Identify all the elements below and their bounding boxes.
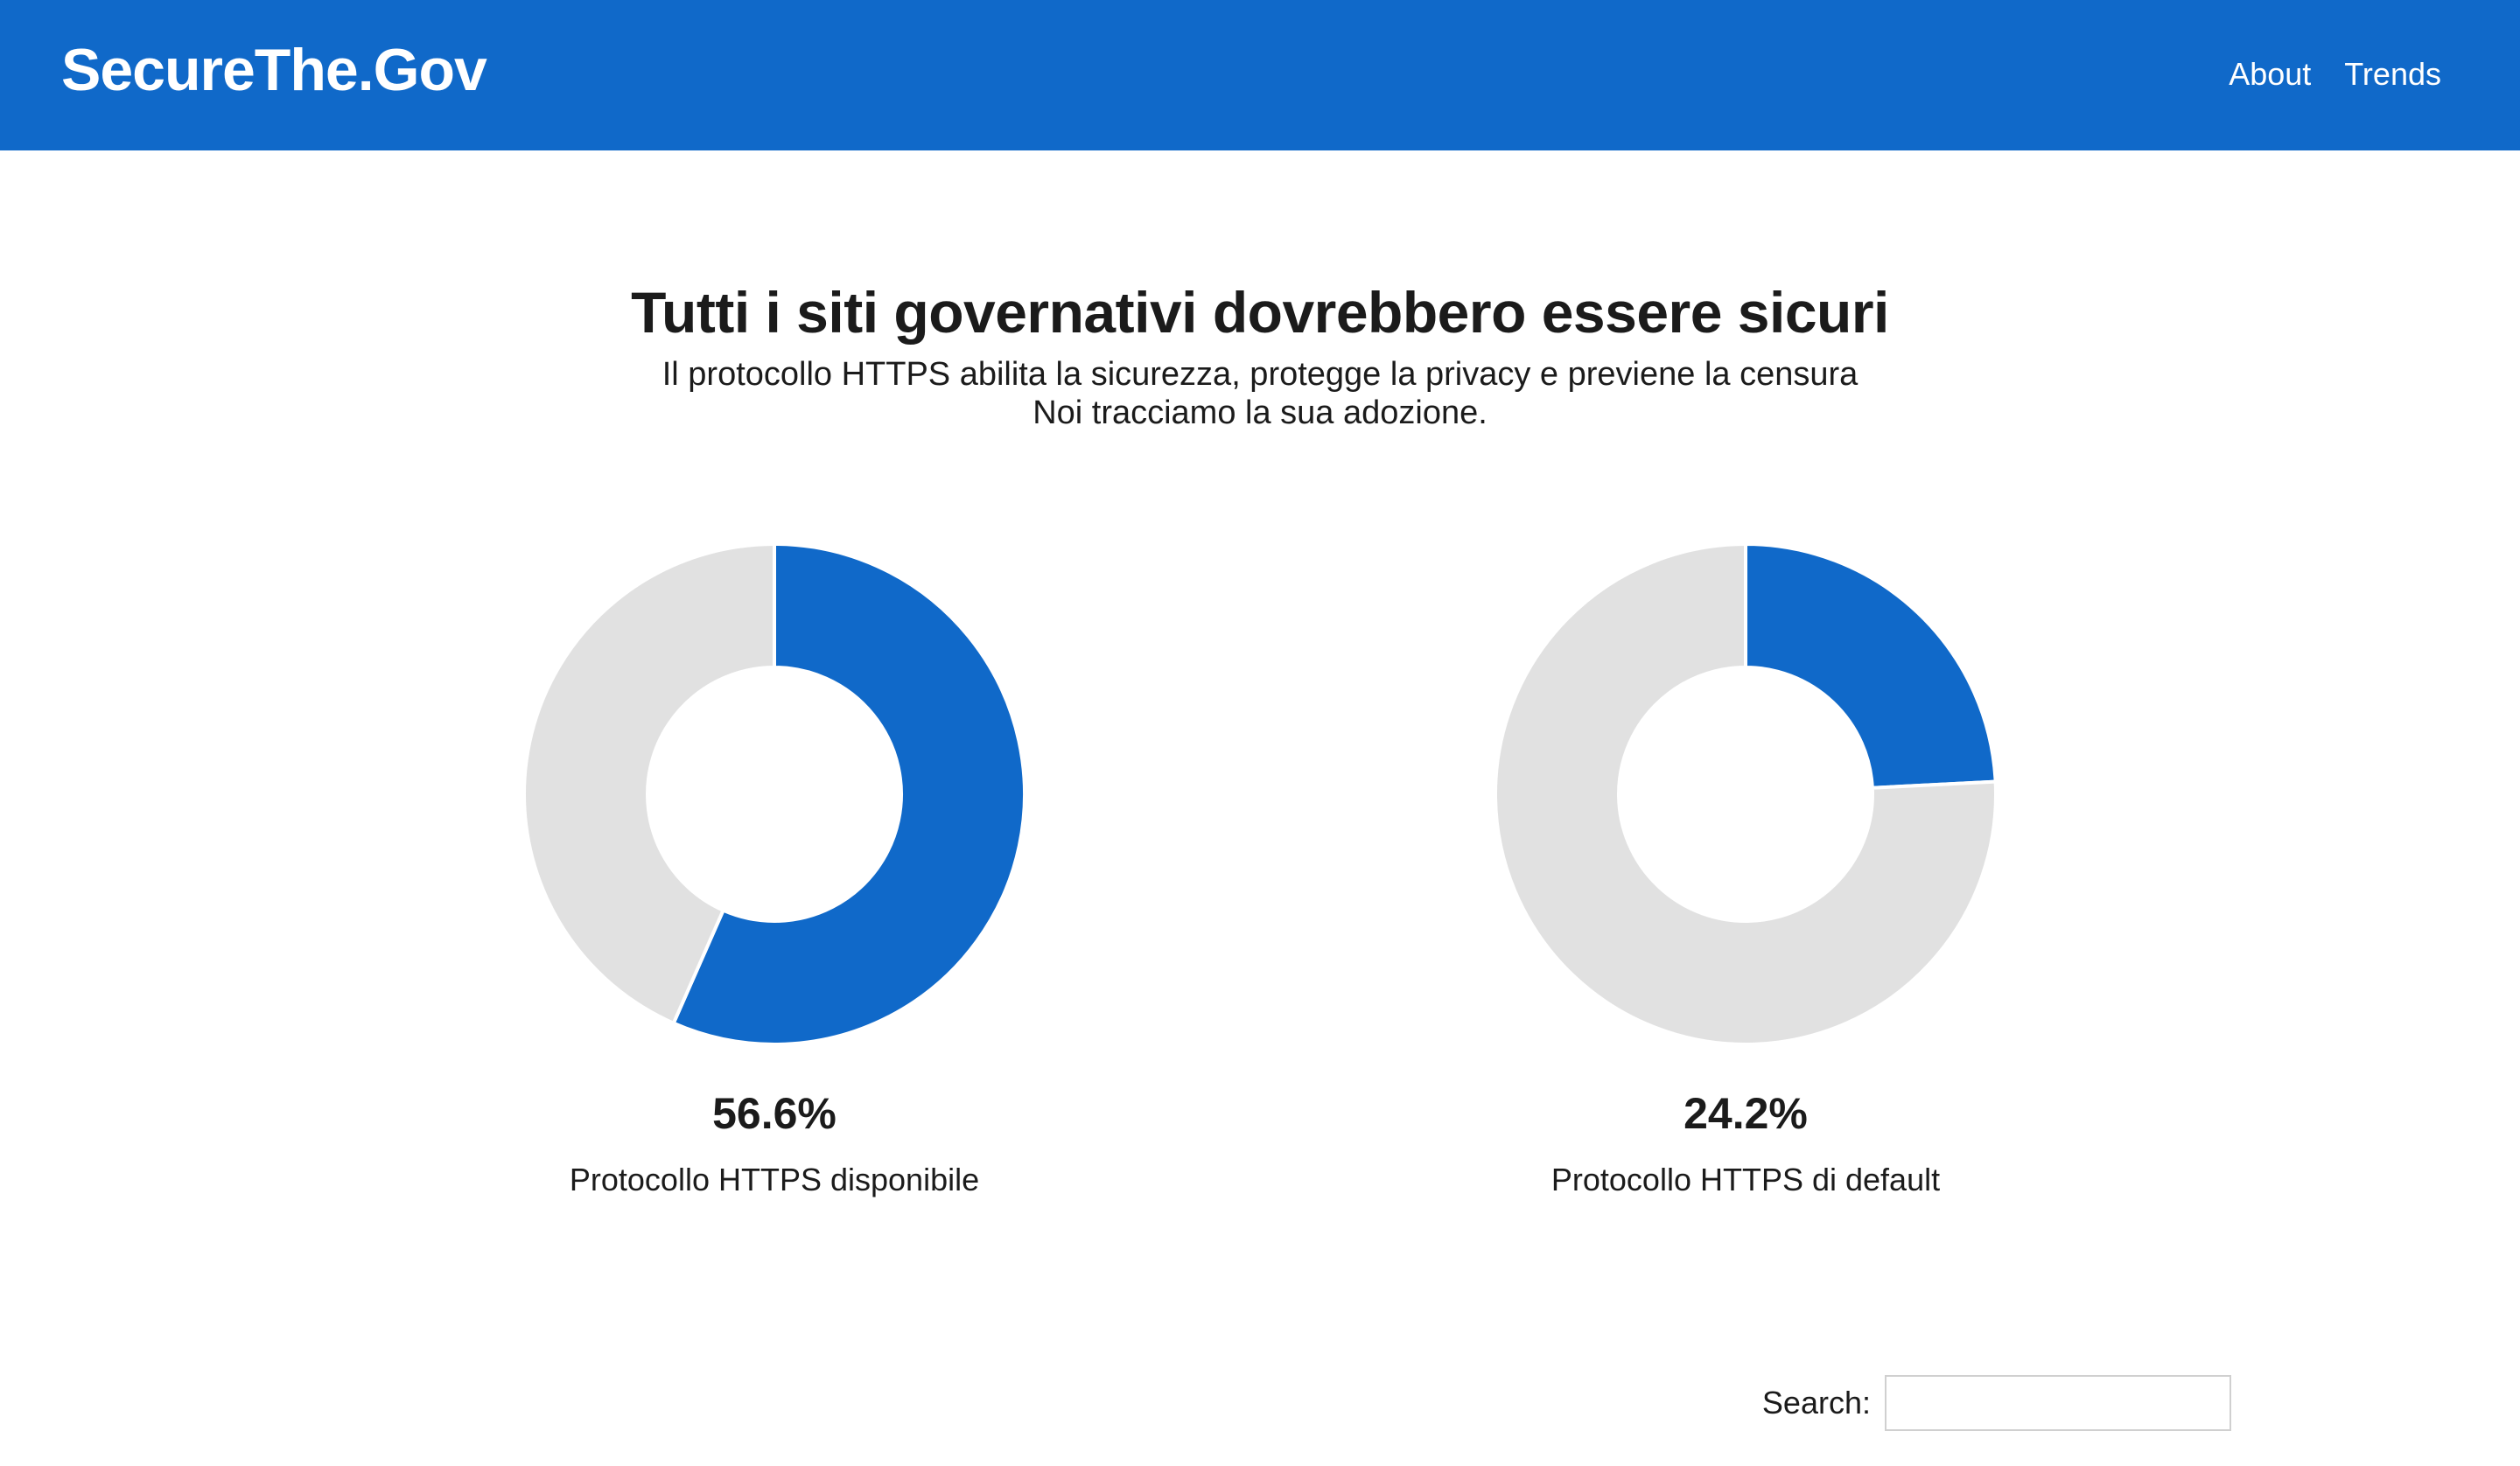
subtitle-line-2: Noi tracciamo la sua adozione. [1032, 394, 1488, 431]
donut-chart-https-default: 24.2% Protocollo HTTPS di default [1483, 541, 2008, 1197]
page-title: Tutti i siti governativi dovrebbero esse… [631, 280, 1889, 346]
donut-chart-svg [522, 541, 1026, 1046]
search-label: Search: [1761, 1385, 1871, 1421]
donut-chart-https-available: 56.6% Protocollo HTTPS disponibile [512, 541, 1037, 1197]
donut-slice-https [671, 541, 1026, 1046]
search-input[interactable] [1885, 1375, 2231, 1431]
brand-logo-link[interactable]: SecureThe.Gov [61, 37, 487, 103]
chart-value: 56.6% [712, 1089, 836, 1138]
nav-links: About Trends [2229, 52, 2441, 96]
page-subtitle: Il protocollo HTTPS abilita la sicurezza… [0, 355, 2520, 432]
donut-slice-remainder [522, 541, 776, 1026]
donut-slice-remainder [1494, 541, 1998, 1046]
nav-link-about[interactable]: About [2229, 56, 2312, 92]
chart-label: Protocollo HTTPS disponibile [569, 1162, 980, 1197]
nav-link-trends[interactable]: Trends [2344, 56, 2441, 92]
chart-label: Protocollo HTTPS di default [1550, 1162, 1941, 1197]
donut-chart-svg [1494, 541, 1998, 1046]
donut-slice-https [1744, 541, 1998, 790]
subtitle-line-1: Il protocollo HTTPS abilita la sicurezza… [662, 356, 1858, 393]
navbar: SecureThe.Gov About Trends [0, 0, 2520, 150]
chart-value: 24.2% [1684, 1089, 1808, 1138]
search-bar: Search: [1762, 1375, 2231, 1431]
